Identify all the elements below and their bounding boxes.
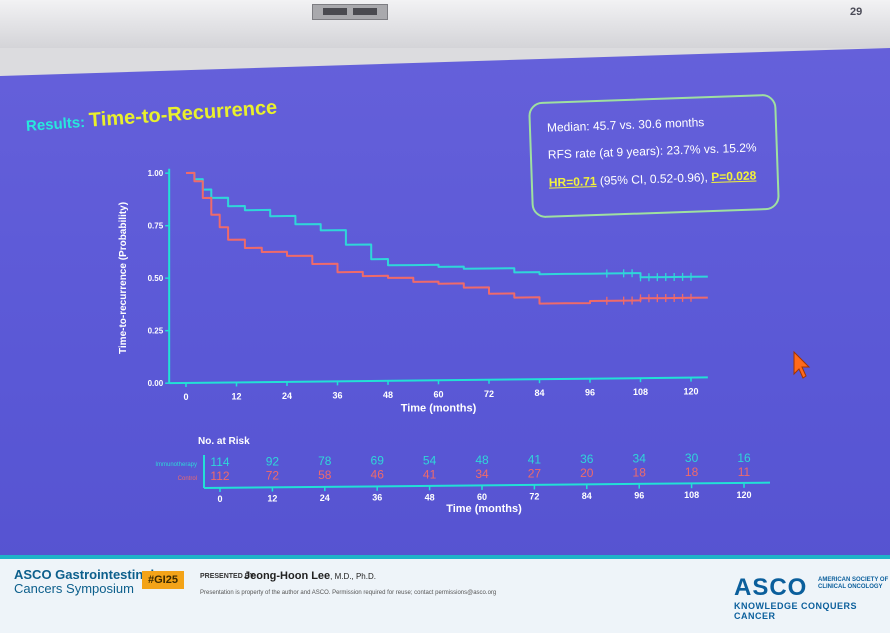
- risk-value: 34: [633, 452, 647, 466]
- x-tick-label: 96: [585, 388, 595, 398]
- series-line-control: [185, 171, 708, 305]
- risk-value: 27: [528, 466, 542, 480]
- y-tick-label: 0.50: [148, 274, 164, 283]
- x-tick-label: 12: [231, 391, 241, 401]
- risk-value: 69: [371, 454, 385, 468]
- x-tick-label: 108: [633, 387, 648, 397]
- risk-table-title: No. at Risk: [198, 436, 250, 447]
- risk-row-label-control: Control: [178, 476, 197, 482]
- presenter-name-text: Jeong-Hoon Lee: [244, 570, 331, 582]
- risk-value: 58: [318, 468, 332, 482]
- risk-x-tick-label: 60: [477, 492, 487, 502]
- x-axis-label: Time (months): [401, 402, 477, 414]
- risk-x-tick-label: 108: [684, 490, 699, 500]
- society-line-2: CLINICAL ONCOLOGY: [818, 584, 883, 590]
- risk-x-tick-label: 0: [217, 494, 222, 504]
- risk-value: 18: [633, 466, 647, 480]
- presenter-name: Jeong-Hoon Lee, M.D., Ph.D.: [244, 570, 376, 582]
- risk-value: 11: [738, 465, 751, 479]
- risk-x-tick-label: 48: [425, 492, 435, 502]
- footer-strip: [0, 555, 890, 559]
- series-line-immunotherapy: [185, 171, 708, 279]
- risk-x-axis-label: Time (months): [446, 503, 522, 515]
- asco-tagline: KNOWLEDGE CONQUERS CANCER: [734, 601, 858, 621]
- risk-value: 114: [210, 455, 229, 469]
- presented-by-label: PRESENTED BY:: [200, 573, 257, 580]
- risk-table-x-axis: [203, 481, 771, 489]
- y-tick-label: 0.00: [148, 379, 164, 388]
- risk-x-tick-label: 36: [372, 493, 382, 503]
- risk-x-tick-label: 72: [529, 491, 539, 501]
- risk-value: 36: [580, 452, 594, 466]
- risk-value: 78: [318, 454, 332, 468]
- risk-value: 34: [475, 467, 489, 481]
- ceiling-vent: [312, 4, 388, 20]
- y-tick-label: 1.00: [148, 169, 164, 178]
- disclaimer: Presentation is property of the author a…: [200, 590, 497, 596]
- risk-x-tick-label: 84: [582, 491, 592, 501]
- x-tick-label: 0: [183, 392, 188, 402]
- symposium-logo: ASCO Gastrointestinal Cancers Symposium: [14, 568, 154, 596]
- cursor-pointer-icon: [793, 350, 811, 379]
- slide-number: 29: [850, 6, 863, 18]
- x-tick-label: 84: [534, 388, 544, 398]
- risk-value: 41: [423, 467, 437, 481]
- x-tick-label: 120: [683, 387, 698, 397]
- risk-value: 30: [685, 451, 699, 465]
- y-tick-label: 0.75: [148, 222, 164, 231]
- risk-value: 72: [266, 469, 280, 483]
- risk-value: 48: [475, 453, 489, 467]
- footer-bar: [0, 555, 890, 633]
- risk-value: 92: [266, 455, 280, 469]
- x-tick-label: 48: [383, 390, 393, 400]
- risk-x-tick-label: 12: [267, 494, 277, 504]
- y-axis-label: Time-to-recurrence (Probability): [118, 202, 129, 354]
- risk-x-tick-label: 96: [634, 491, 644, 501]
- risk-value: 112: [210, 469, 229, 483]
- risk-value: 20: [580, 466, 594, 480]
- x-tick-label: 36: [332, 390, 342, 400]
- projection-screen: [0, 48, 890, 633]
- risk-value: 16: [737, 451, 751, 465]
- society-line-1: AMERICAN SOCIETY OF: [818, 577, 889, 583]
- hashtag-badge: #GI25: [142, 571, 184, 589]
- x-tick-label: 72: [484, 389, 494, 399]
- risk-value: 46: [371, 468, 385, 482]
- asco-logo: ASCO: [734, 574, 808, 601]
- risk-value: 18: [685, 465, 699, 479]
- x-tick-label: 60: [433, 389, 443, 399]
- asco-society-name: AMERICAN SOCIETY OF CLINICAL ONCOLOGY: [818, 577, 888, 591]
- x-tick-label: 24: [282, 391, 292, 401]
- presenter-credentials: , M.D., Ph.D.: [330, 572, 376, 581]
- risk-x-tick-label: 120: [736, 490, 751, 500]
- symposium-line-2: Cancers Symposium: [14, 581, 134, 596]
- risk-value: 54: [423, 453, 437, 467]
- symposium-line-1: ASCO Gastrointestinal: [14, 567, 155, 582]
- ceiling: [0, 0, 890, 48]
- y-tick-label: 0.25: [148, 327, 164, 336]
- risk-row-label-immunotherapy: Immunotherapy: [155, 462, 197, 468]
- risk-value: 41: [528, 452, 542, 466]
- risk-x-tick-label: 24: [320, 493, 330, 503]
